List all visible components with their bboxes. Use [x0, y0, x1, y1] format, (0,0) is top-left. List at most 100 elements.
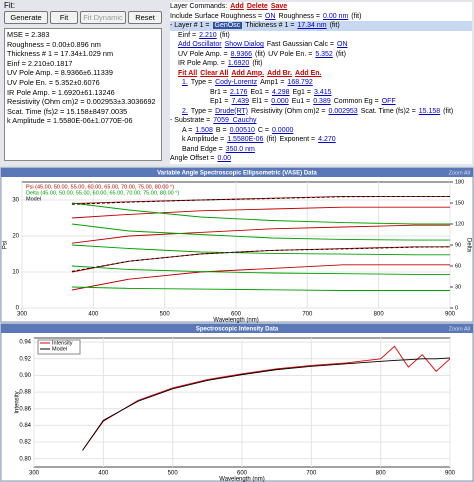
value[interactable]: 15.158: [418, 107, 441, 115]
label: Ep1 =: [210, 98, 229, 105]
label: - Layer # 1 =: [170, 22, 210, 29]
value[interactable]: 1.5580E-06: [227, 136, 264, 143]
generate-button[interactable]: Generate: [4, 11, 48, 24]
value[interactable]: ON: [265, 12, 276, 20]
fit-button[interactable]: Fit: [50, 11, 78, 24]
link[interactable]: Show Dialog: [224, 41, 264, 48]
value[interactable]: 3.415: [314, 88, 332, 96]
value[interactable]: 17.34 nm: [297, 22, 327, 29]
value[interactable]: 7.439: [231, 98, 250, 105]
label: UV Pole En. =: [268, 50, 313, 58]
reset-button[interactable]: Reset: [128, 11, 162, 24]
y-tick-label: 20: [12, 234, 19, 240]
fit-result: Roughness = 0.00±0.896 nm: [7, 39, 101, 49]
row: - Layer # 1 = GenOsc Thickness # 1 = 17.34 …: [170, 21, 472, 31]
x-tick-label: 800: [374, 312, 385, 318]
legend-label: Intensity: [52, 340, 73, 346]
series-line: [71, 244, 450, 256]
y2-tick-label: 120: [455, 221, 464, 227]
value[interactable]: 1.508: [195, 126, 213, 134]
label: Roughness =: [278, 12, 320, 20]
x-tick-label: 300: [17, 312, 28, 318]
link[interactable]: Add Oscillator: [178, 41, 222, 48]
row: A = 1.508 B = 0.00510 C = 0.0000: [170, 126, 472, 136]
value[interactable]: 8.9366: [230, 50, 253, 58]
row: Fit All Clear All Add Amp. Add Br. Add En.: [170, 69, 472, 79]
value[interactable]: 0.000: [271, 98, 289, 105]
label: Angle Offset =: [170, 155, 215, 162]
value[interactable]: 2.210: [199, 31, 217, 39]
y-axis-label: Psi: [3, 241, 9, 249]
command[interactable]: Delete: [246, 3, 268, 10]
label: Eo1 =: [250, 88, 269, 96]
value[interactable]: 0.389: [313, 98, 331, 105]
value[interactable]: ON: [337, 41, 348, 48]
label: Fast Gaussian Calc =: [266, 41, 335, 48]
command[interactable]: Add: [230, 3, 244, 10]
value[interactable]: 2.176: [229, 88, 248, 96]
value[interactable]: 0.00510: [229, 126, 255, 134]
x-tick-label: 900: [445, 312, 456, 318]
value[interactable]: Cody-Lorentz: [215, 79, 258, 86]
command[interactable]: Fit All: [178, 69, 198, 77]
link[interactable]: 1.: [182, 79, 188, 86]
y2-tick-label: 0: [455, 305, 458, 311]
value[interactable]: 0.002953: [328, 107, 358, 115]
y-axis-label: Intensity: [15, 391, 21, 413]
zoom-button[interactable]: Zoom All: [449, 170, 470, 176]
series-line: [71, 286, 450, 291]
value[interactable]: 168.792: [287, 79, 313, 86]
layer-name[interactable]: GenOsc: [212, 22, 243, 29]
series-line: [71, 264, 450, 291]
label: (fit): [219, 31, 230, 39]
y-tick-label: 0.86: [19, 406, 31, 412]
label: Exponent =: [279, 136, 316, 143]
fit-result: UV Pole Amp. = 8.9366±6.11339: [7, 68, 113, 78]
value[interactable]: 0.0000: [271, 126, 294, 134]
x-axis-label: Wavelength (nm): [213, 318, 258, 324]
y2-tick-label: 180: [455, 179, 464, 185]
label: (fit): [351, 12, 362, 20]
label: IR Pole Amp. =: [178, 60, 225, 67]
y2-axis-label: Delta: [465, 238, 471, 253]
value[interactable]: 4.298: [271, 88, 290, 96]
chart-title: Variable Angle Spectroscopic Ellipsometr…: [157, 171, 317, 177]
value[interactable]: OFF: [381, 98, 396, 105]
label: El1 =: [252, 98, 269, 105]
value[interactable]: 4.270: [318, 136, 336, 143]
x-tick-label: 800: [376, 471, 387, 477]
command[interactable]: Add En.: [295, 69, 322, 77]
value[interactable]: Drude(RT): [215, 107, 248, 115]
label: (fit): [335, 50, 346, 58]
label: (fit): [443, 107, 454, 115]
x-tick-label: 900: [445, 471, 456, 477]
chart-title-bar: [1, 168, 473, 177]
command[interactable]: Add Amp.: [231, 69, 265, 77]
command[interactable]: Clear All: [200, 69, 229, 77]
fit-result: Einf = 2.210±0.1817: [7, 58, 73, 68]
value[interactable]: 0.00: [217, 155, 232, 162]
y2-tick-label: 150: [455, 200, 464, 206]
label: (fit): [252, 60, 263, 67]
value[interactable]: 0.00 nm: [323, 12, 349, 20]
command[interactable]: Add Br.: [267, 69, 293, 77]
value[interactable]: 350.0 nm: [225, 145, 255, 153]
legend-label: Psi (45.00, 50.00, 55.00, 60.00, 65.00, …: [26, 184, 174, 190]
label: Einf =: [178, 31, 197, 39]
row: Layer Commands: Add Delete Save: [170, 2, 472, 12]
fit-dynamic-button[interactable]: Fit Dynamic: [80, 11, 126, 24]
x-tick-label: 500: [168, 471, 179, 477]
legend-label: Model: [52, 346, 67, 352]
value[interactable]: 5.352: [315, 50, 333, 58]
row: Include Surface Roughness = ON Roughness =…: [170, 12, 472, 22]
row: Br1 = 2.176 Eo1 = 4.298 Eg1 = 3.415: [170, 88, 472, 98]
command[interactable]: Save: [270, 3, 288, 10]
link[interactable]: 2.: [182, 107, 188, 115]
chart-title-bar: [1, 324, 473, 333]
value[interactable]: 1.6920: [227, 60, 250, 67]
legend-label: Delta (45.00, 50.00, 55.00, 60.00, 65.00…: [26, 190, 179, 196]
zoom-button[interactable]: Zoom All: [449, 326, 470, 332]
label: Band Edge =: [182, 145, 223, 153]
value[interactable]: 7059_Cauchy: [213, 117, 257, 124]
